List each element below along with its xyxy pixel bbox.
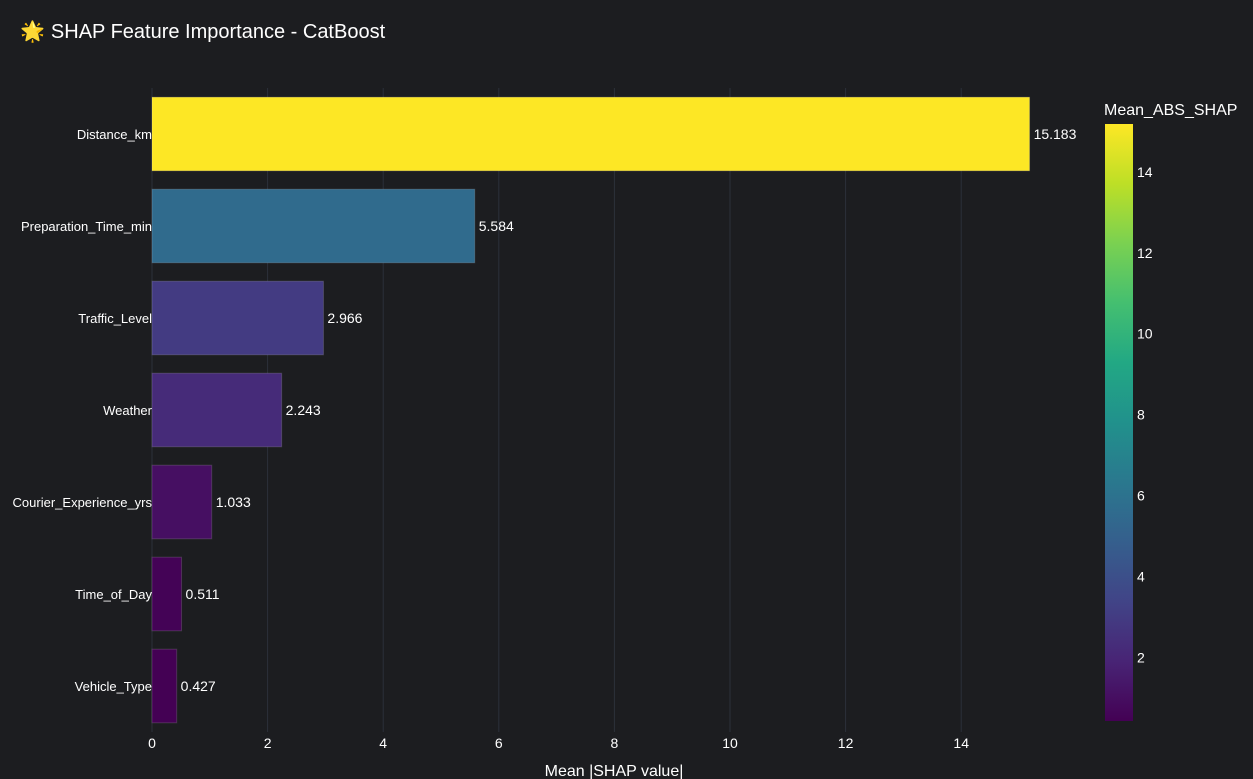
y-axis-tick-labels: Distance_km Preparation_Time_min Traffic_L… [13,127,153,694]
colorbar: Mean_ABS_SHAP 2 4 6 8 10 12 14 [1104,102,1237,721]
x-tick-label: 2 [264,735,272,751]
colorbar-title: Mean_ABS_SHAP [1104,102,1237,119]
bar-value-label: 1.033 [216,494,251,510]
x-axis-title: Mean |SHAP value| [545,763,684,779]
bar[interactable] [151,280,324,356]
y-tick-label: Vehicle_Type [75,679,152,694]
x-axis-tick-labels: 0 2 4 6 8 10 12 14 [148,735,969,751]
bar[interactable] [151,464,213,540]
bar[interactable] [151,188,476,264]
bar-value-label: 0.427 [181,678,216,694]
star-icon: 🌟 [20,21,45,43]
chart-title: 🌟 SHAP Feature Importance - CatBoost [20,19,385,44]
bar[interactable] [151,372,283,448]
colorbar-tick-label: 4 [1137,568,1145,584]
x-tick-label: 10 [722,735,738,751]
y-tick-label: Traffic_Level [78,311,152,326]
bar[interactable] [151,648,178,724]
bar-value-label: 2.966 [327,310,362,326]
colorbar-tick-label: 2 [1137,649,1145,665]
x-tick-label: 8 [611,735,619,751]
bar-value-label: 0.511 [186,586,220,602]
colorbar-tick-label: 8 [1137,407,1145,423]
x-tick-label: 12 [838,735,854,751]
x-tick-label: 6 [495,735,503,751]
y-tick-label: Weather [103,403,153,418]
x-tick-label: 4 [379,735,387,751]
bar-value-label: 2.243 [286,402,321,418]
bar[interactable] [151,556,183,632]
bar-value-label: 5.584 [479,218,514,234]
colorbar-gradient [1105,124,1133,721]
y-tick-label: Preparation_Time_min [21,219,152,234]
bar[interactable] [151,96,1031,172]
y-tick-label: Courier_Experience_yrs [13,495,153,510]
y-tick-label: Distance_km [77,127,152,142]
chart-title-text: SHAP Feature Importance - CatBoost [50,21,386,43]
colorbar-tick-labels: 2 4 6 8 10 12 14 [1137,164,1153,665]
bars [151,96,1031,724]
x-tick-label: 14 [953,735,969,751]
colorbar-tick-label: 12 [1137,245,1153,261]
colorbar-tick-label: 6 [1137,488,1145,504]
colorbar-tick-label: 14 [1137,164,1153,180]
bar-value-label: 15.183 [1034,126,1077,142]
bar-value-labels: 15.183 5.584 2.966 2.243 1.033 0.511 0.427 [181,126,1077,694]
x-tick-label: 0 [148,735,156,751]
y-tick-label: Time_of_Day [75,587,152,602]
colorbar-tick-label: 10 [1137,326,1153,342]
